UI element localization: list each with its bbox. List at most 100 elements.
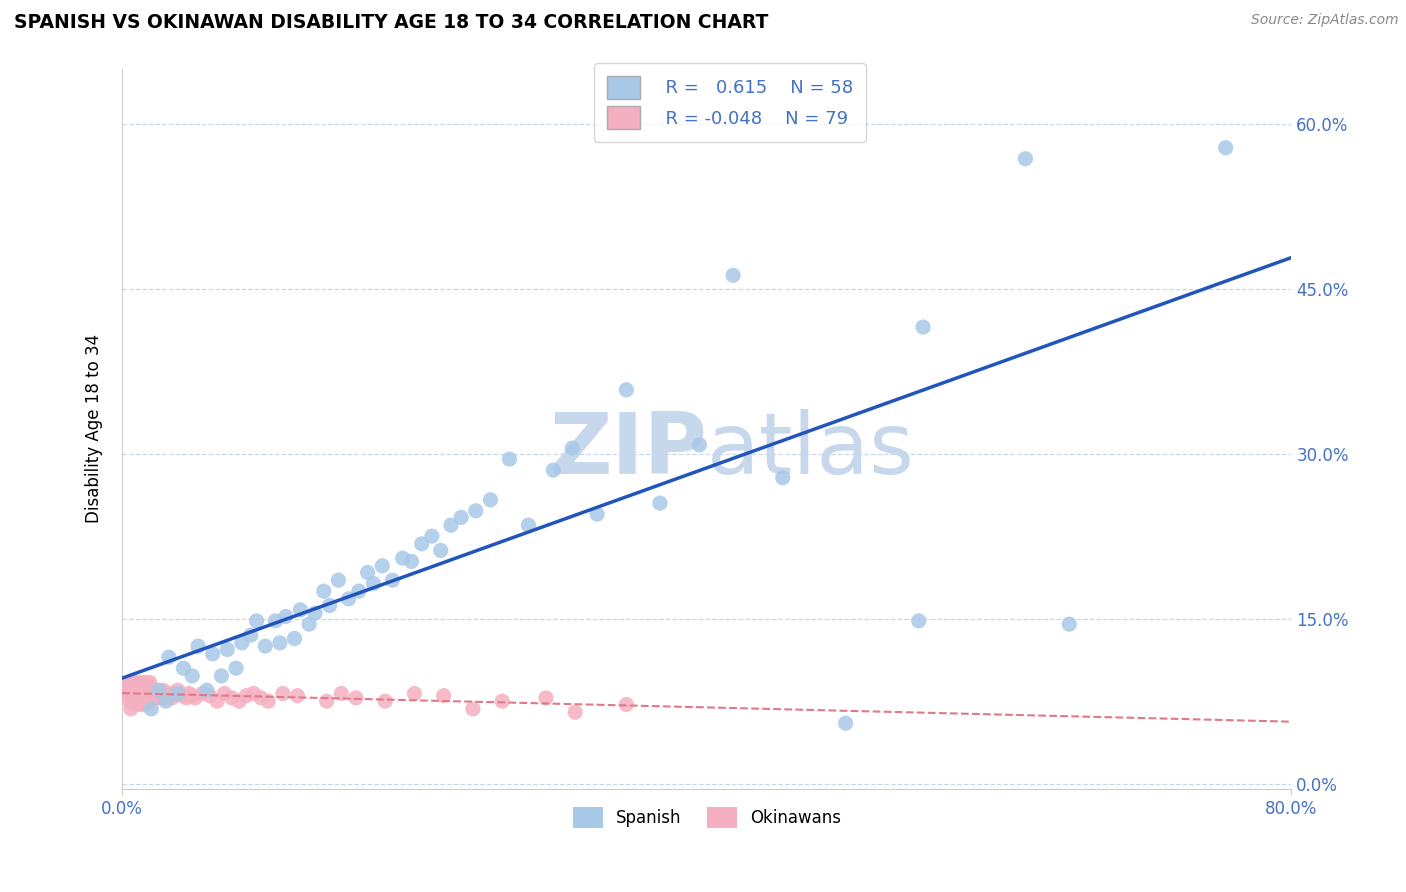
Point — [564, 705, 586, 719]
Point — [153, 686, 176, 700]
Point — [381, 573, 404, 587]
Point — [150, 690, 173, 705]
Point — [461, 702, 484, 716]
Point — [257, 694, 280, 708]
Point — [337, 591, 360, 606]
Point — [274, 609, 297, 624]
Point — [124, 678, 146, 692]
Point — [1215, 141, 1237, 155]
Point — [201, 647, 224, 661]
Point — [162, 686, 184, 700]
Text: ZIP: ZIP — [548, 409, 707, 492]
Point — [214, 686, 236, 700]
Point — [181, 669, 204, 683]
Point — [124, 694, 146, 708]
Point — [907, 614, 929, 628]
Point — [122, 680, 145, 694]
Point — [420, 529, 443, 543]
Point — [198, 689, 221, 703]
Y-axis label: Disability Age 18 to 34: Disability Age 18 to 34 — [86, 334, 103, 524]
Point — [187, 639, 209, 653]
Point — [464, 504, 486, 518]
Point — [145, 689, 167, 703]
Point — [141, 702, 163, 716]
Point — [148, 683, 170, 698]
Point — [131, 698, 153, 712]
Point — [139, 675, 162, 690]
Point — [371, 558, 394, 573]
Point — [121, 675, 143, 690]
Point — [148, 686, 170, 700]
Point — [157, 650, 180, 665]
Point — [356, 566, 378, 580]
Point — [347, 584, 370, 599]
Point — [169, 686, 191, 700]
Point — [191, 686, 214, 700]
Point — [250, 690, 273, 705]
Point — [142, 690, 165, 705]
Point — [221, 690, 243, 705]
Point — [118, 675, 141, 690]
Point — [166, 686, 188, 700]
Point — [433, 689, 456, 703]
Point — [139, 690, 162, 705]
Point — [125, 690, 148, 705]
Point — [479, 492, 502, 507]
Point — [517, 518, 540, 533]
Point — [134, 690, 156, 705]
Point — [239, 628, 262, 642]
Point — [498, 452, 520, 467]
Point — [242, 686, 264, 700]
Point — [235, 689, 257, 703]
Point — [129, 675, 152, 690]
Point — [318, 599, 340, 613]
Point — [138, 694, 160, 708]
Point — [304, 606, 326, 620]
Point — [429, 543, 451, 558]
Point — [127, 698, 149, 712]
Point — [1014, 152, 1036, 166]
Point — [312, 584, 335, 599]
Point — [404, 686, 426, 700]
Point — [363, 576, 385, 591]
Point — [184, 690, 207, 705]
Point — [283, 632, 305, 646]
Point — [132, 678, 155, 692]
Point — [121, 690, 143, 705]
Point — [912, 320, 935, 334]
Point — [179, 686, 201, 700]
Point — [122, 698, 145, 712]
Point — [245, 614, 267, 628]
Point — [264, 614, 287, 628]
Point — [688, 438, 710, 452]
Point — [374, 694, 396, 708]
Point — [231, 636, 253, 650]
Point — [135, 698, 157, 712]
Point — [772, 471, 794, 485]
Point — [128, 678, 150, 692]
Point — [159, 689, 181, 703]
Point — [721, 268, 744, 283]
Point — [134, 675, 156, 690]
Point — [141, 686, 163, 700]
Point — [561, 441, 583, 455]
Point — [344, 690, 367, 705]
Point — [315, 694, 337, 708]
Point — [254, 639, 277, 653]
Point — [117, 680, 139, 694]
Point — [146, 690, 169, 705]
Point — [166, 683, 188, 698]
Point — [225, 661, 247, 675]
Point — [120, 683, 142, 698]
Point — [132, 694, 155, 708]
Point — [586, 507, 609, 521]
Point — [181, 689, 204, 703]
Point — [118, 694, 141, 708]
Point — [834, 716, 856, 731]
Point — [614, 383, 637, 397]
Point — [298, 617, 321, 632]
Point — [534, 690, 557, 705]
Point — [195, 683, 218, 698]
Point — [125, 675, 148, 690]
Point — [211, 669, 233, 683]
